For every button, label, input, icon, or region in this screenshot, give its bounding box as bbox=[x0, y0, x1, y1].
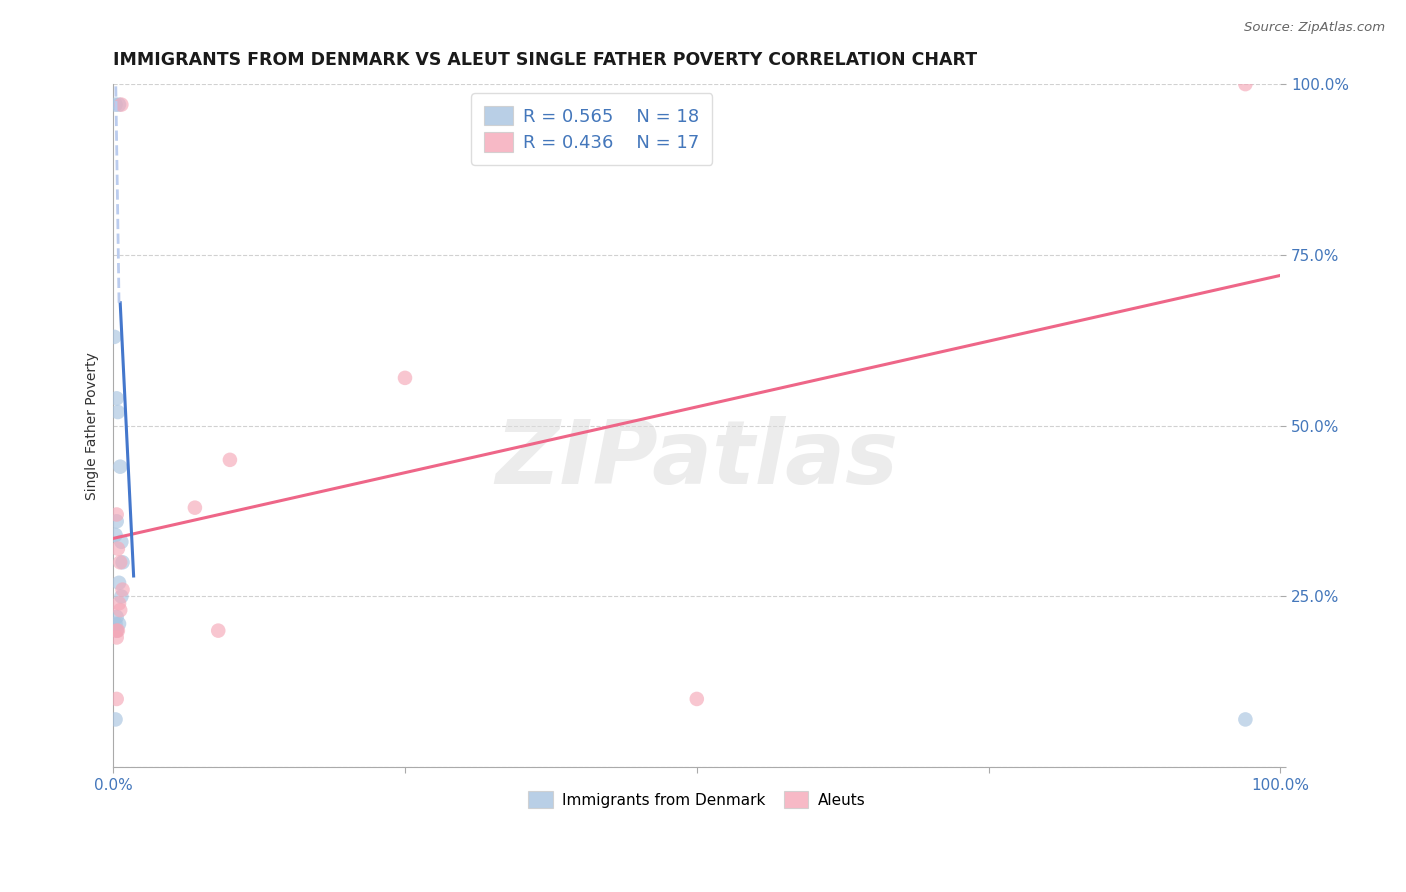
Point bbox=[108, 596, 131, 610]
Point bbox=[103, 330, 125, 344]
Point bbox=[108, 459, 131, 474]
Point bbox=[105, 624, 128, 638]
Point bbox=[105, 514, 128, 528]
Point bbox=[108, 575, 131, 590]
Point bbox=[105, 624, 128, 638]
Point bbox=[105, 508, 128, 522]
Point bbox=[686, 692, 709, 706]
Point bbox=[104, 528, 127, 542]
Point bbox=[110, 590, 132, 604]
Y-axis label: Single Father Poverty: Single Father Poverty bbox=[86, 351, 100, 500]
Point bbox=[104, 97, 127, 112]
Point bbox=[105, 610, 128, 624]
Point bbox=[110, 97, 132, 112]
Point bbox=[104, 713, 127, 727]
Point bbox=[107, 624, 129, 638]
Point bbox=[107, 541, 129, 556]
Point bbox=[108, 97, 131, 112]
Point bbox=[111, 582, 134, 597]
Point bbox=[219, 453, 242, 467]
Text: ZIPatlas: ZIPatlas bbox=[495, 417, 898, 503]
Point bbox=[105, 392, 128, 406]
Point bbox=[184, 500, 207, 515]
Text: Source: ZipAtlas.com: Source: ZipAtlas.com bbox=[1244, 21, 1385, 35]
Point bbox=[1234, 713, 1257, 727]
Point bbox=[104, 616, 127, 631]
Point bbox=[1234, 77, 1257, 91]
Legend: Immigrants from Denmark, Aleuts: Immigrants from Denmark, Aleuts bbox=[523, 785, 872, 814]
Text: IMMIGRANTS FROM DENMARK VS ALEUT SINGLE FATHER POVERTY CORRELATION CHART: IMMIGRANTS FROM DENMARK VS ALEUT SINGLE … bbox=[114, 51, 977, 69]
Point bbox=[108, 603, 131, 617]
Point bbox=[111, 555, 134, 569]
Point bbox=[394, 371, 416, 385]
Point bbox=[207, 624, 229, 638]
Point bbox=[108, 616, 131, 631]
Point bbox=[105, 692, 128, 706]
Point bbox=[107, 405, 129, 419]
Point bbox=[110, 534, 132, 549]
Point bbox=[105, 631, 128, 645]
Point bbox=[108, 555, 131, 569]
